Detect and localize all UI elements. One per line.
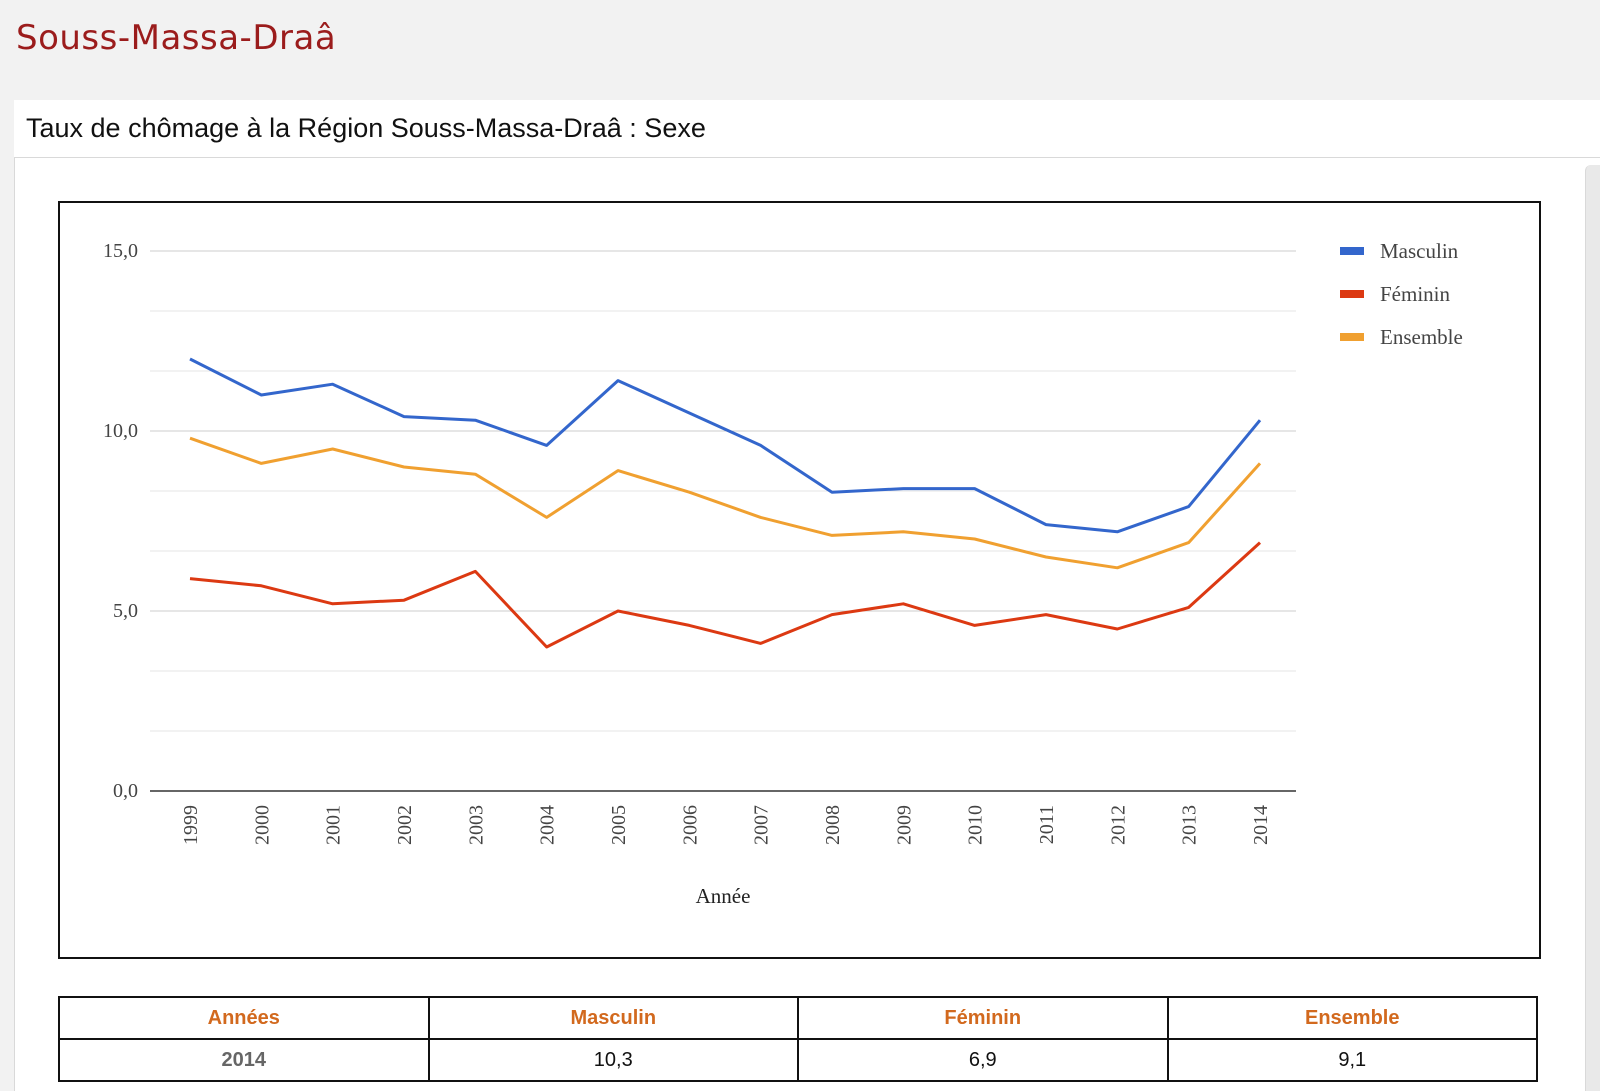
x-tick-label: 2014 (1250, 805, 1272, 845)
x-tick-label: 2000 (251, 805, 273, 845)
header-masculin: Masculin (427, 996, 799, 1040)
x-tick-label: 2003 (465, 805, 487, 845)
legend-swatch (1340, 247, 1364, 255)
series-line-ensemble (189, 436, 1262, 570)
x-tick-label: 2008 (822, 805, 844, 845)
legend-label: Ensemble (1380, 325, 1463, 349)
x-tick-label: 2011 (1036, 805, 1058, 844)
cell-ensemble: 9,1 (1166, 1038, 1538, 1082)
x-tick-label: 2001 (323, 805, 345, 845)
x-tick-label: 2009 (893, 805, 915, 845)
x-tick-label: 2005 (608, 805, 630, 845)
table-header-row: Années Masculin Féminin Ensemble (58, 996, 1538, 1040)
legend-label: Féminin (1380, 282, 1451, 306)
y-tick-label: 15,0 (103, 240, 138, 262)
data-table: Années Masculin Féminin Ensemble 2014 10… (58, 996, 1538, 1082)
series-line-masculin (189, 357, 1262, 534)
legend-swatch (1340, 290, 1364, 298)
cell-feminin: 6,9 (797, 1038, 1169, 1082)
legend-label: Masculin (1380, 239, 1459, 263)
scrollbar[interactable] (1585, 165, 1600, 1091)
x-tick-label: 2010 (965, 805, 987, 845)
panel-body (14, 158, 1600, 1091)
table-row: 2014 10,3 6,9 9,1 (58, 1038, 1538, 1082)
cell-year: 2014 (58, 1038, 430, 1082)
region-title: Souss-Massa-Draâ (16, 18, 337, 58)
cell-masculin: 10,3 (427, 1038, 799, 1082)
line-chart: 0,0 5,0 10,0 15,0 1999 2000 2001 2002 2003 2004 20… (58, 201, 1541, 959)
panel-title: Taux de chômage à la Région Souss-Massa-… (14, 100, 1600, 158)
legend-swatch (1340, 333, 1364, 341)
x-tick-label: 2004 (537, 805, 559, 845)
header-annees: Années (58, 996, 430, 1040)
x-tick-label: 2013 (1179, 805, 1201, 845)
y-tick-label: 5,0 (113, 600, 138, 622)
x-tick-label: 1999 (180, 805, 202, 845)
x-tick-label: 2002 (394, 805, 416, 845)
y-tick-label: 10,0 (103, 420, 138, 442)
header-ensemble: Ensemble (1166, 996, 1538, 1040)
x-tick-label: 2006 (679, 805, 701, 845)
y-tick-label: 0,0 (113, 780, 138, 802)
x-tick-label: 2012 (1107, 805, 1129, 845)
x-tick-label: 2007 (751, 805, 773, 845)
x-axis-title: Année (696, 884, 751, 908)
series-line-féminin (189, 541, 1262, 649)
header-feminin: Féminin (797, 996, 1169, 1040)
